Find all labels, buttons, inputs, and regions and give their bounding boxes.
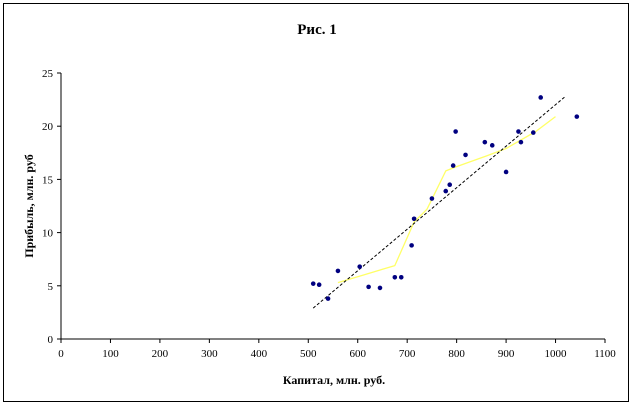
data-point	[463, 152, 468, 158]
chart: Рис. 1 Капитал, млн. руб. Прибыль, млн. …	[22, 22, 616, 387]
data-point	[443, 188, 449, 194]
x-tick-label: 500	[300, 348, 317, 360]
data-point	[453, 129, 458, 134]
data-point	[357, 264, 363, 269]
x-tick-label: 800	[448, 348, 465, 360]
y-tick-label: 0	[48, 334, 54, 346]
data-point	[574, 114, 580, 119]
x-tick-label: 100	[102, 348, 119, 360]
data-point	[447, 182, 453, 188]
data-point	[518, 139, 524, 145]
trend-line	[312, 96, 566, 309]
smoothed-line	[337, 116, 556, 284]
chart-title: Рис. 1	[297, 22, 336, 38]
y-axis-ticks: 0 5 10 15 20 25	[42, 68, 61, 346]
data-point	[530, 130, 536, 135]
data-point	[366, 284, 371, 290]
x-tick-label: 0	[58, 348, 64, 360]
chart-frame: Рис. 1 Капитал, млн. руб. Прибыль, млн. …	[3, 3, 629, 402]
data-point	[392, 274, 398, 280]
y-tick-label: 15	[42, 174, 54, 186]
x-axis-ticks: 0 100 200 300 400 500 600 700 800 900 1000 1100	[58, 339, 616, 360]
y-tick-label: 10	[42, 228, 54, 240]
data-point	[429, 196, 435, 201]
x-tick-label: 400	[251, 348, 268, 360]
x-tick-label: 900	[498, 348, 515, 360]
y-tick-label: 20	[42, 121, 54, 133]
y-tick-label: 25	[42, 68, 54, 80]
data-point	[411, 216, 417, 222]
y-axis-title: Прибыль, млн. руб	[22, 154, 36, 258]
data-point	[398, 274, 404, 280]
x-tick-label: 200	[152, 348, 169, 360]
x-tick-label: 600	[349, 348, 366, 360]
x-tick-label: 1100	[594, 348, 616, 360]
x-axis-title: Капитал, млн. руб.	[283, 373, 385, 387]
data-point	[335, 268, 341, 274]
data-point	[482, 139, 488, 145]
data-point	[516, 129, 521, 134]
data-point	[409, 243, 414, 248]
x-tick-label: 1000	[545, 348, 568, 360]
data-point	[489, 143, 495, 148]
data-point	[538, 95, 544, 100]
x-tick-label: 300	[201, 348, 218, 360]
data-point	[450, 163, 456, 168]
data-point	[503, 169, 509, 175]
series-layer	[310, 95, 580, 309]
data-point	[325, 296, 331, 301]
x-tick-label: 700	[399, 348, 416, 360]
data-point	[377, 285, 383, 291]
y-tick-label: 5	[48, 281, 54, 293]
data-point	[316, 282, 322, 288]
data-point	[310, 281, 316, 286]
